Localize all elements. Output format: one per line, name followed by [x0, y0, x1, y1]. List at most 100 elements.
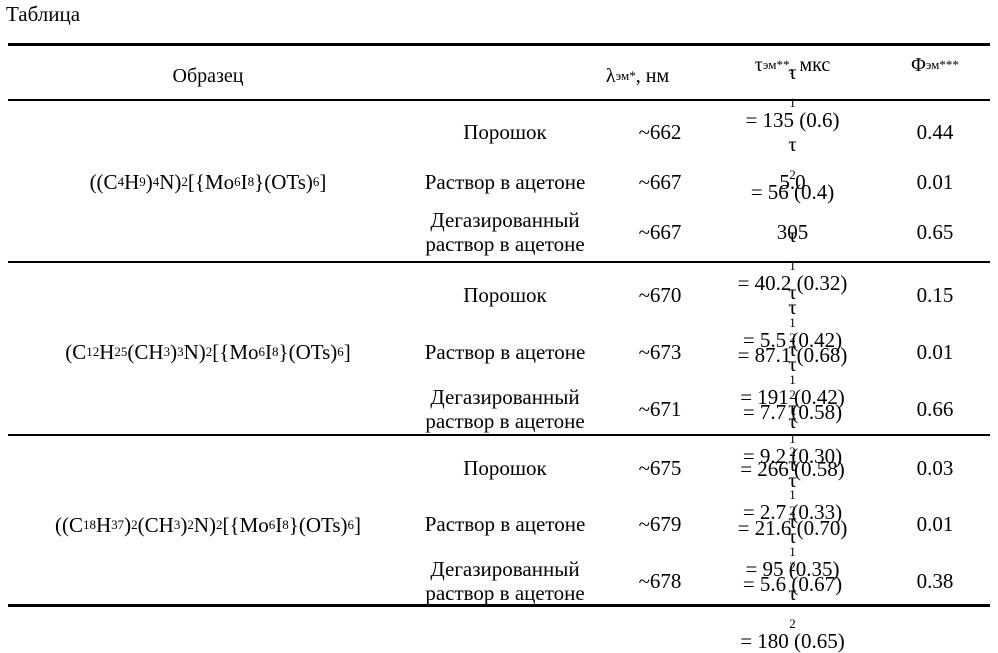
sample-form-line: Дегазированный	[430, 385, 579, 409]
tau-text: 5.0	[779, 170, 805, 194]
compound-formula: ((C4H9)4N)2[{Mo6I8}(OTs)6]	[8, 104, 408, 260]
formula-part: [{Mo	[212, 340, 258, 364]
phi-value: 0.01	[880, 324, 990, 380]
formula-part: )	[170, 340, 177, 364]
phi-value: 0.01	[880, 496, 990, 552]
compound-formula: (C12H25(CH3)3N)2[{Mo6I8}(OTs)6]	[8, 266, 408, 438]
sample-form-line: Порошок	[463, 456, 547, 480]
formula-part: I	[275, 513, 282, 537]
formula-part: }(OTs)	[254, 170, 313, 194]
sample-form-line: раствор в ацетоне	[425, 409, 584, 433]
formula-part: )	[180, 513, 187, 537]
sample-form: Раствор в ацетоне	[400, 160, 610, 204]
lambda-value: ~679	[615, 496, 705, 552]
phi-value: 0.38	[880, 552, 990, 610]
tau-symbol: τ	[738, 223, 848, 247]
lambda-value: ~667	[615, 204, 705, 260]
lambda-value: ~662	[615, 104, 705, 160]
tau-line: τ1 = 135 (0.6)	[745, 60, 839, 132]
tau-line: τ1 = 95 (0.35)	[745, 509, 839, 581]
formula-part: ]	[354, 513, 361, 537]
sample-form: Раствор в ацетоне	[400, 496, 610, 552]
formula-part: H	[96, 513, 111, 537]
formula-part: )	[146, 170, 153, 194]
formula-part: I	[265, 340, 272, 364]
sample-form: Раствор в ацетоне	[400, 324, 610, 380]
sample-form-line: Дегазированный	[430, 557, 579, 581]
tau-symbol: τ	[745, 60, 839, 84]
sample-form-line: Раствор в ацетоне	[425, 340, 586, 364]
phi-value: 0.44	[880, 104, 990, 160]
lambda-value: ~673	[615, 324, 705, 380]
phi-value: 0.01	[880, 160, 990, 204]
formula-part: [{Mo	[223, 513, 269, 537]
lambda-text: ~673	[639, 340, 682, 364]
sample-form-line: раствор в ацетоне	[425, 581, 584, 605]
formula-part: N)	[194, 513, 216, 537]
sample-form: Порошок	[400, 266, 610, 324]
lambda-text: ~679	[639, 512, 682, 536]
phi-value: 0.15	[880, 266, 990, 324]
phi-value: 0.65	[880, 204, 990, 260]
tau-symbol: τ	[743, 280, 842, 304]
phi-text: 0.38	[917, 569, 954, 593]
table-caption: Таблица	[6, 2, 80, 27]
tau-symbol: τ	[743, 452, 842, 476]
tau-symbol: τ	[751, 132, 835, 156]
top-rule	[8, 43, 990, 46]
sample-form: Порошок	[400, 439, 610, 496]
lambda-text: ~667	[639, 170, 682, 194]
phi-text: 0.01	[917, 340, 954, 364]
formula-part: }(OTs)	[279, 340, 338, 364]
tau-text: = 180 (0.65)	[740, 629, 845, 653]
header-phi: Φэм***	[880, 50, 990, 80]
formula-part: ]	[344, 340, 351, 364]
formula-part: H	[124, 170, 139, 194]
sample-form-line: Раствор в ацетоне	[425, 170, 586, 194]
lambda-value: ~675	[615, 439, 705, 496]
formula-part: (CH	[127, 340, 163, 364]
formula-part: ((C	[55, 513, 83, 537]
lambda-text: ~678	[639, 569, 682, 593]
compound-formula: ((C18H37)2(CH3)2N)2[{Mo6I8}(OTs)6]	[8, 439, 408, 610]
lambda-text: ~662	[639, 120, 682, 144]
lambda-value: ~670	[615, 266, 705, 324]
sample-form: Дегазированныйраствор в ацетоне	[400, 552, 610, 610]
phi-text: 0.01	[917, 170, 954, 194]
sample-form: Дегазированныйраствор в ацетоне	[400, 204, 610, 260]
tau-line: τ2 = 180 (0.65)	[740, 581, 845, 653]
formula-part: )	[124, 513, 131, 537]
tau-text: = 135 (0.6)	[745, 108, 839, 132]
header-lambda-unit: , нм	[636, 64, 669, 88]
tau-symbol: τ	[743, 396, 842, 420]
lambda-text: ~671	[639, 397, 682, 421]
tau-symbol: τ	[740, 581, 845, 605]
formula-part: I	[241, 170, 248, 194]
tau-line: 5.0	[779, 170, 805, 194]
phi-text: 0.66	[917, 397, 954, 421]
phi-value: 0.66	[880, 380, 990, 438]
formula-part: (CH	[138, 513, 174, 537]
header-lambda: λэм*, нм	[570, 58, 705, 94]
formula-part: N)	[184, 340, 206, 364]
lambda-value: ~671	[615, 380, 705, 438]
formula-part: H	[99, 340, 114, 364]
phi-value: 0.03	[880, 439, 990, 496]
tau-value: τ1 = 95 (0.35)τ2 = 180 (0.65)	[705, 552, 880, 610]
tau-text: = 95 (0.35)	[745, 557, 839, 581]
phi-text: 0.01	[917, 512, 954, 536]
formula-part: ((C	[90, 170, 118, 194]
phi-text: 0.15	[917, 283, 954, 307]
formula-part: ]	[319, 170, 326, 194]
sample-form-line: Порошок	[463, 120, 547, 144]
header-rule	[8, 99, 990, 101]
formula-part: }(OTs)	[289, 513, 348, 537]
header-lambda-symbol: λ	[606, 64, 616, 88]
formula-part: [{Mo	[188, 170, 234, 194]
tau-value: τ1 = 135 (0.6)τ2 = 56 (0.4)	[705, 104, 880, 160]
header-sample: Образец	[8, 58, 408, 94]
tau-symbol: τ	[745, 509, 839, 533]
tau-value: 5.0	[705, 160, 880, 204]
sample-form: Дегазированныйраствор в ацетоне	[400, 380, 610, 438]
phi-text: 0.65	[917, 220, 954, 244]
